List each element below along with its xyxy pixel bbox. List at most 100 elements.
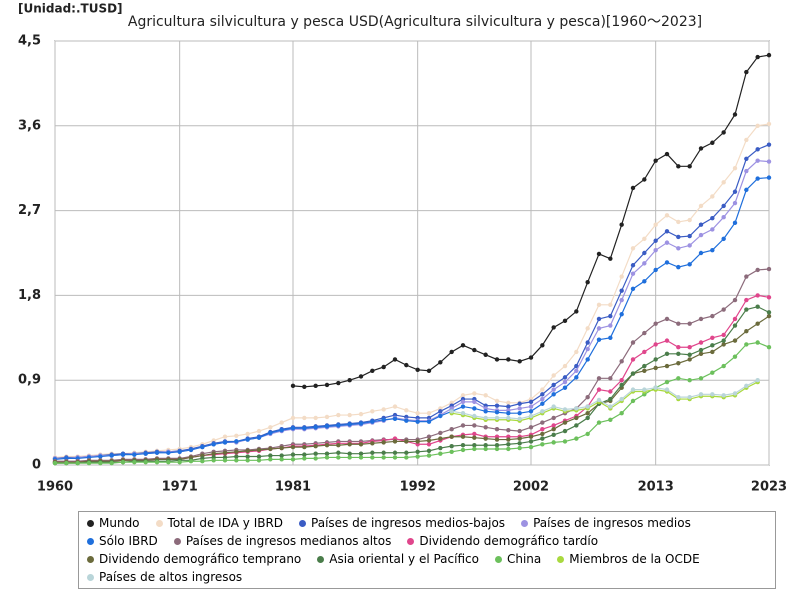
data-point xyxy=(687,357,692,362)
data-point xyxy=(630,371,636,376)
data-point xyxy=(370,455,375,460)
data-point xyxy=(766,142,772,147)
data-point xyxy=(630,357,636,362)
data-point xyxy=(268,430,273,436)
data-point xyxy=(744,156,749,161)
data-point xyxy=(381,417,386,422)
data-point xyxy=(653,365,658,371)
data-point xyxy=(630,340,636,345)
data-point xyxy=(426,419,432,424)
data-point xyxy=(710,392,715,397)
legend-marker xyxy=(407,537,415,545)
data-point xyxy=(551,404,556,409)
legend-marker xyxy=(87,555,94,563)
data-point xyxy=(381,407,386,412)
data-point xyxy=(324,451,330,456)
data-point xyxy=(744,187,749,193)
data-point xyxy=(494,403,500,408)
data-point xyxy=(506,427,511,433)
data-point xyxy=(732,323,738,328)
data-point xyxy=(744,383,749,389)
data-point xyxy=(721,338,726,343)
data-point xyxy=(676,321,681,326)
y-tick-label: 4,5 xyxy=(18,34,41,49)
data-point xyxy=(653,158,658,163)
data-point xyxy=(449,449,454,455)
data-point xyxy=(676,234,681,240)
data-point xyxy=(540,392,545,397)
data-point xyxy=(585,410,590,416)
data-point xyxy=(494,437,500,442)
data-point xyxy=(619,297,624,303)
data-point xyxy=(540,396,545,402)
data-point xyxy=(562,318,568,324)
data-point xyxy=(619,274,624,279)
data-point xyxy=(472,431,477,437)
data-point xyxy=(211,442,216,447)
data-point xyxy=(222,458,228,463)
data-point xyxy=(415,367,420,373)
data-point xyxy=(528,439,534,444)
data-point xyxy=(313,451,318,456)
data-point xyxy=(755,321,760,326)
legend-item: Países de ingresos medianos altos xyxy=(173,534,391,548)
data-point xyxy=(755,267,760,273)
data-point xyxy=(268,457,273,462)
data-point xyxy=(494,415,500,421)
data-point xyxy=(313,456,318,461)
data-point xyxy=(744,274,749,279)
data-point xyxy=(551,387,556,392)
data-point xyxy=(234,439,239,444)
data-point xyxy=(336,455,341,460)
data-point xyxy=(438,413,443,419)
data-point xyxy=(664,213,670,218)
data-point xyxy=(608,417,613,422)
data-point xyxy=(256,435,262,440)
data-point xyxy=(551,392,556,397)
data-point xyxy=(687,345,692,350)
series-line xyxy=(55,268,770,462)
data-point xyxy=(664,379,670,385)
data-point xyxy=(755,176,760,181)
data-point xyxy=(438,430,443,436)
data-point xyxy=(608,376,613,381)
data-point xyxy=(596,316,602,322)
data-point xyxy=(676,394,681,400)
data-point xyxy=(721,180,726,185)
data-point xyxy=(517,401,522,406)
data-point xyxy=(574,368,579,373)
data-point xyxy=(438,409,443,414)
data-point xyxy=(744,137,749,143)
data-point xyxy=(256,428,262,434)
data-point xyxy=(630,286,636,292)
data-point xyxy=(630,246,636,251)
data-point xyxy=(517,428,522,434)
data-point xyxy=(687,217,692,223)
series-line xyxy=(451,379,758,420)
data-point xyxy=(279,420,284,425)
data-point xyxy=(392,416,398,422)
data-point xyxy=(415,449,420,455)
data-point xyxy=(755,147,760,152)
legend-label: Mundo xyxy=(99,516,140,530)
data-point xyxy=(766,266,772,272)
data-point xyxy=(732,200,738,206)
data-point xyxy=(268,453,273,458)
data-point xyxy=(653,385,658,390)
data-point xyxy=(506,400,511,406)
y-tick-label: 0 xyxy=(32,458,41,473)
data-point xyxy=(143,459,148,465)
data-point xyxy=(721,363,726,369)
data-point xyxy=(698,376,704,381)
data-point xyxy=(664,260,670,265)
data-point xyxy=(528,444,534,450)
data-point xyxy=(222,440,228,445)
data-point xyxy=(256,458,262,463)
data-point xyxy=(483,446,488,452)
data-point xyxy=(245,454,250,459)
data-point xyxy=(653,247,658,253)
data-point xyxy=(630,387,636,392)
data-point xyxy=(426,410,432,416)
data-point xyxy=(381,440,386,445)
